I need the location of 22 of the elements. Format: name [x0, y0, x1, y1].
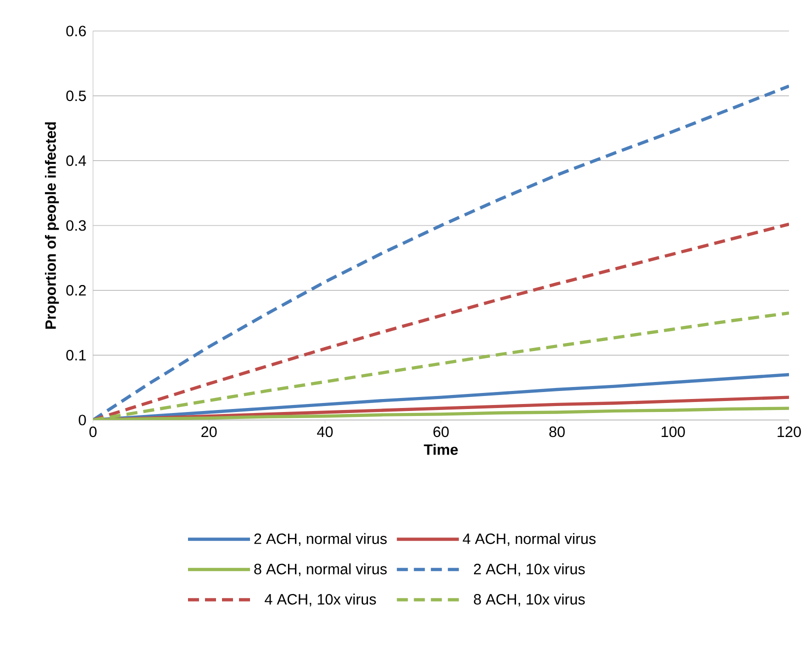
- x-tick-label: 100: [662, 426, 685, 438]
- x-tick-label: 120: [778, 426, 801, 438]
- y-tick-label: 0.1: [66, 350, 86, 360]
- x-tick-label: 20: [201, 426, 217, 438]
- y-tick-label: 0.3: [66, 220, 86, 231]
- y-tick-label: 0: [78, 414, 86, 426]
- legend-label: 2 ACH, normal virus: [254, 533, 387, 546]
- legend-label: 4 ACH, 10x virus: [264, 594, 376, 606]
- x-tick-label: 0: [89, 426, 97, 438]
- x-axis-title: Time: [424, 444, 458, 455]
- y-axis-title: Proportion of people infected: [44, 122, 59, 329]
- x-tick-label: 40: [317, 426, 333, 438]
- y-tick-label: 0.5: [66, 90, 86, 102]
- legend-label: 2 ACH, 10x virus: [474, 563, 585, 576]
- x-tick-label: 60: [433, 426, 449, 438]
- legend-label: 4 ACH, normal virus: [462, 533, 596, 546]
- legend-label: 8 ACH, normal virus: [254, 563, 387, 576]
- y-tick-label: 0.4: [66, 155, 86, 166]
- y-tick-label: 0.6: [66, 26, 86, 36]
- legend-label: 8 ACH, 10x virus: [474, 594, 585, 606]
- x-tick-label: 80: [549, 426, 565, 438]
- y-tick-label: 0.2: [66, 285, 86, 296]
